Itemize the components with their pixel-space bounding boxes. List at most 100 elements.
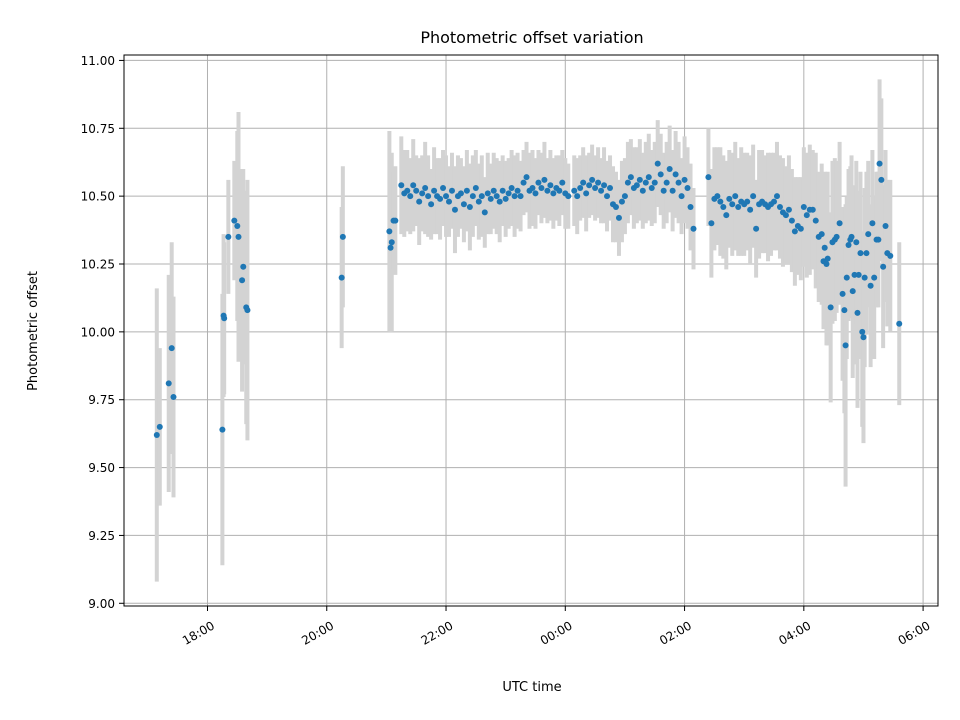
data-point [440,185,447,191]
data-point [387,244,394,251]
y-tick-label: 10.50 [81,190,115,204]
data-point [472,185,479,191]
data-point [753,225,760,232]
data-point [812,217,819,224]
data-point [484,190,491,197]
data-point [615,214,622,221]
x-tick-label: 18:00 [180,618,217,647]
data-point [833,233,840,240]
data-point [428,201,435,208]
data-point [857,250,864,257]
data-point [841,307,848,314]
data-point [231,217,238,224]
data-point [388,239,395,246]
data-point [413,187,420,194]
data-point [845,242,852,248]
data-point [225,233,232,240]
data-point [604,193,611,200]
data-point [645,174,652,181]
data-point [708,220,715,227]
data-point [392,217,399,224]
data-point [776,204,783,210]
data-point [607,185,614,191]
data-point [529,185,536,191]
y-tick-label: 10.00 [81,325,115,339]
data-point [496,198,503,205]
data-point [523,174,530,181]
data-point [451,206,458,213]
data-point [577,185,584,191]
data-point [235,233,242,240]
data-point [457,190,464,197]
data-point [338,274,345,281]
data-point [720,204,727,210]
data-point [735,204,742,210]
error-bars [154,79,902,582]
data-point [654,160,661,167]
data-point [681,176,688,183]
chart-title: Photometric offset variation [420,28,643,47]
data-point [618,198,625,205]
data-point [511,193,518,200]
data-point [690,225,697,232]
data-point [339,233,346,240]
data-point [714,193,721,200]
data-point [642,179,649,186]
data-point [221,315,228,322]
data-point [771,198,778,205]
data-point [880,263,887,270]
data-point [882,223,889,229]
data-point [168,345,175,352]
data-point [219,426,226,433]
data-point [592,185,599,191]
data-point [855,271,862,278]
data-point [153,432,160,438]
x-tick-label: 00:00 [538,618,575,647]
data-point [612,204,619,210]
data-point [556,187,563,194]
data-point [865,231,872,238]
data-point [422,185,429,191]
x-axis-ticks: 18:00 20:00 22:00 00:00 02:00 04:00 06:00 [180,606,933,648]
data-point [419,190,426,197]
data-point [726,195,733,202]
data-point [565,193,572,200]
data-point [878,176,885,183]
y-axis-label: Photometric offset [26,271,41,391]
data-point [170,394,177,400]
data-point [541,176,548,183]
data-point [586,182,593,189]
data-point [678,193,685,200]
data-point [705,174,712,181]
data-point [723,212,730,219]
data-point [861,274,868,281]
data-point [487,195,494,202]
data-point [648,185,655,191]
data-point [559,179,566,186]
data-point [744,198,751,205]
data-point [580,179,587,186]
data-point [785,206,792,213]
y-tick-label: 9.00 [88,597,115,611]
data-point [672,171,679,178]
data-point [797,225,804,232]
x-tick-label: 04:00 [776,618,813,647]
data-point [446,198,453,205]
data-point [505,190,512,197]
data-point [156,423,163,430]
data-point [687,204,694,210]
data-point [660,187,667,194]
x-axis-label: UTC time [502,680,561,695]
data-point [800,204,807,210]
data-point [854,309,861,316]
data-point [410,182,417,189]
data-point [416,198,423,205]
data-point [398,182,405,189]
data-point [493,193,500,200]
data-point [520,179,527,186]
data-point [502,195,509,202]
data-point [887,252,894,259]
data-point [547,182,554,189]
data-point [621,193,628,200]
